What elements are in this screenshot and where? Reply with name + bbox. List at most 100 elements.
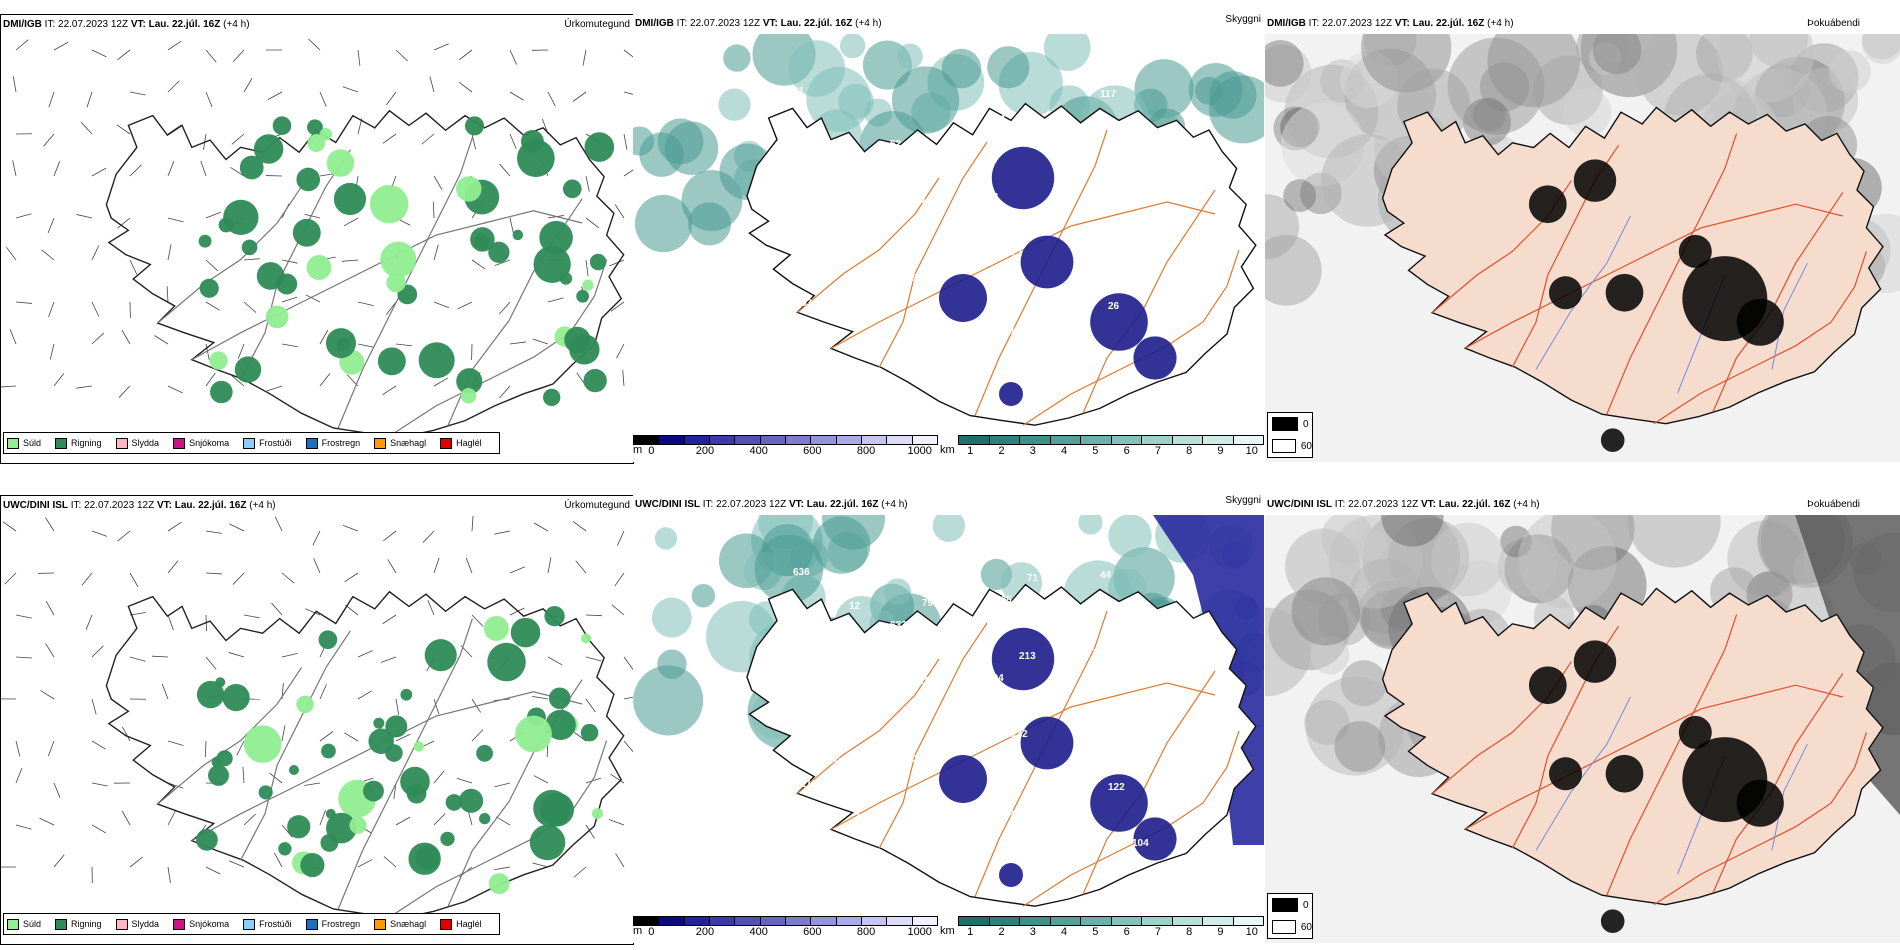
low-visibility-area [939, 755, 987, 803]
fog-area [1605, 754, 1644, 793]
visibility-value-label: 43 [1092, 167, 1104, 178]
wind-barb [457, 301, 473, 310]
low-visibility-area [987, 46, 1030, 89]
fog-legend-swatch [1272, 920, 1296, 934]
wind-barb [547, 297, 564, 303]
fog-area [1548, 276, 1583, 310]
visibility-value-label: 105 [995, 595, 1012, 606]
product-name: Þokuábendi [1807, 18, 1860, 29]
wind-barb [432, 201, 435, 219]
fog-area [1678, 715, 1712, 749]
visibility-value-label: 115 [914, 676, 931, 687]
visibility-value-label: 78 [1116, 704, 1128, 715]
vt-label: VT: [1420, 499, 1436, 510]
wind-barb [614, 204, 625, 219]
low-visibility-area [657, 649, 687, 679]
it-value: 22.07.2023 12Z [690, 18, 761, 29]
low-visibility-area [788, 40, 846, 97]
wind-barb [167, 740, 184, 746]
visibility-value-label: 53 [801, 298, 813, 309]
wind-barb [230, 167, 245, 177]
rain-cell [589, 253, 607, 271]
wind-barb [45, 517, 55, 532]
wind-barb [610, 301, 625, 312]
rain-cell [300, 853, 325, 878]
rain-cell [413, 741, 425, 752]
wind-barb [319, 329, 329, 345]
fog-shade [1592, 34, 1642, 75]
legend-label: Frostregn [321, 919, 361, 929]
fog-map [1265, 34, 1900, 462]
colorbar-tick-label: 600 [803, 445, 822, 457]
colorbar-cell [1020, 436, 1051, 444]
rain-cell [385, 715, 408, 738]
product-name: Skyggni [1225, 495, 1261, 506]
wind-barb [509, 341, 526, 345]
colorbar-strip [633, 435, 938, 445]
wind-barb [121, 329, 131, 345]
fog-panel-row2: UWC/DINI ISL IT: 22.07.2023 12Z VT: Lau.… [1265, 495, 1900, 943]
wind-barb [344, 572, 359, 583]
visibility-value-label: 73 [1084, 726, 1096, 737]
wind-barb [319, 91, 327, 107]
colorbar-tick-label: 200 [695, 926, 715, 938]
visibility-value-label: 213 [1019, 651, 1036, 662]
colorbar-cell [912, 436, 937, 444]
visibility-value-label: 44 [1100, 570, 1112, 581]
low-visibility-area [812, 516, 871, 574]
low-visibility-area [723, 44, 751, 72]
legend-swatch [374, 437, 387, 449]
wind-barb [433, 813, 446, 826]
wind-barb [116, 124, 131, 135]
rain-cell [243, 725, 282, 763]
wind-barb [494, 782, 511, 788]
fog-legend-item: 0 [1268, 894, 1312, 916]
fog-shade [1431, 522, 1506, 597]
rain-cell [368, 728, 394, 754]
rain-cell [562, 179, 582, 199]
iceland-outline [1381, 587, 1884, 933]
low-visibility-area [999, 863, 1023, 887]
rain-cell [464, 116, 485, 136]
colorbar-cell [1203, 436, 1234, 444]
rain-cell [591, 807, 603, 820]
product-name: Úrkomutegund [564, 19, 630, 30]
legend-item: Snæhagl [374, 437, 426, 449]
wind-barb [129, 612, 146, 616]
wind-barb [15, 213, 32, 219]
colorbar-cell [1081, 917, 1112, 925]
wind-barb [4, 572, 17, 585]
wind-barb [229, 860, 245, 868]
wind-barb [614, 572, 625, 587]
colorbar-tick-label: 600 [803, 926, 822, 938]
wind-barb [382, 385, 397, 396]
wind-barb [12, 160, 17, 177]
colorbar-tick-label: 1 [967, 926, 974, 938]
wind-barb [433, 175, 443, 190]
wind-barb [343, 217, 359, 227]
wind-barb [53, 782, 61, 798]
wind-barb [532, 338, 549, 345]
iceland-outline [746, 583, 1257, 907]
wind-barb [243, 813, 256, 826]
low-visibility-area [1020, 235, 1074, 289]
low-visibility-area [932, 515, 966, 542]
wind-barb [91, 782, 108, 787]
wind-barb [281, 725, 286, 742]
wind-barb [274, 852, 283, 868]
legend-label: Rigning [71, 438, 102, 448]
rain-cell [198, 234, 212, 248]
colorbar-cell [1142, 436, 1173, 444]
rain-cell [292, 218, 321, 247]
wind-barb [269, 772, 283, 784]
vt-value: Lau. 22.júl. 16Z [148, 19, 221, 30]
road-network [797, 129, 1240, 426]
wind-barb [458, 82, 473, 93]
low-visibility-area [1108, 515, 1152, 558]
wind-barb [319, 809, 326, 826]
legend-label: Slydda [131, 438, 160, 448]
wind-barb [573, 866, 587, 878]
wind-barb [585, 175, 590, 192]
wind-barb [572, 91, 587, 102]
wind-barb [204, 740, 207, 758]
